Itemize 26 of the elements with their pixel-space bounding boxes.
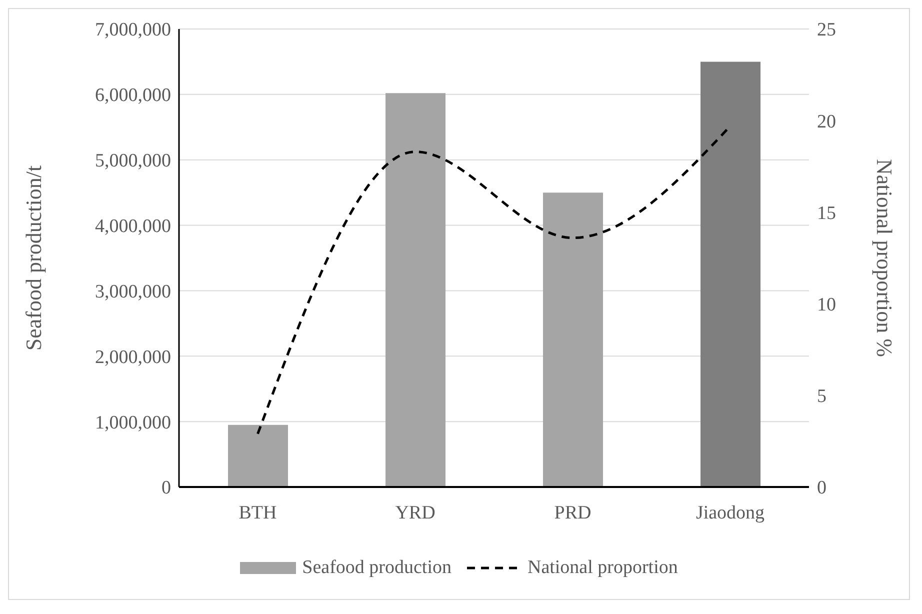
- y2-tick-label: 15: [817, 202, 836, 224]
- y2-tick-label: 25: [817, 20, 836, 41]
- y2-tick-label: 20: [817, 111, 836, 132]
- x-tick-label: YRD: [395, 502, 436, 524]
- y-tick-label: 2,000,000: [95, 346, 171, 368]
- y2-tick-label: 5: [817, 386, 826, 408]
- bar: [386, 93, 446, 487]
- y2-tick-label: 10: [817, 294, 836, 316]
- legend-label: Seafood production: [302, 557, 452, 579]
- y-tick-label: 3,000,000: [95, 281, 171, 302]
- y-tick-label: 1,000,000: [95, 412, 171, 434]
- y-axis-title: Seafood production/t: [20, 165, 46, 351]
- bar: [228, 424, 288, 487]
- bar: [700, 62, 760, 487]
- x-tick-label: Jiaodong: [696, 502, 766, 524]
- y-tick-label: 4,000,000: [95, 216, 171, 238]
- y-tick-label: 5,000,000: [95, 150, 171, 172]
- y-tick-label: 7,000,000: [95, 20, 171, 41]
- y2-tick-label: 0: [817, 478, 826, 499]
- y-tick-label: 6,000,000: [95, 85, 171, 106]
- bar: [543, 192, 603, 487]
- x-tick-label: BTH: [238, 502, 278, 524]
- y2-axis-title: National proportion %: [872, 159, 898, 357]
- x-tick-label: PRD: [554, 502, 592, 524]
- legend-label: National proportion: [527, 557, 678, 579]
- y-tick-label: 0: [162, 478, 171, 499]
